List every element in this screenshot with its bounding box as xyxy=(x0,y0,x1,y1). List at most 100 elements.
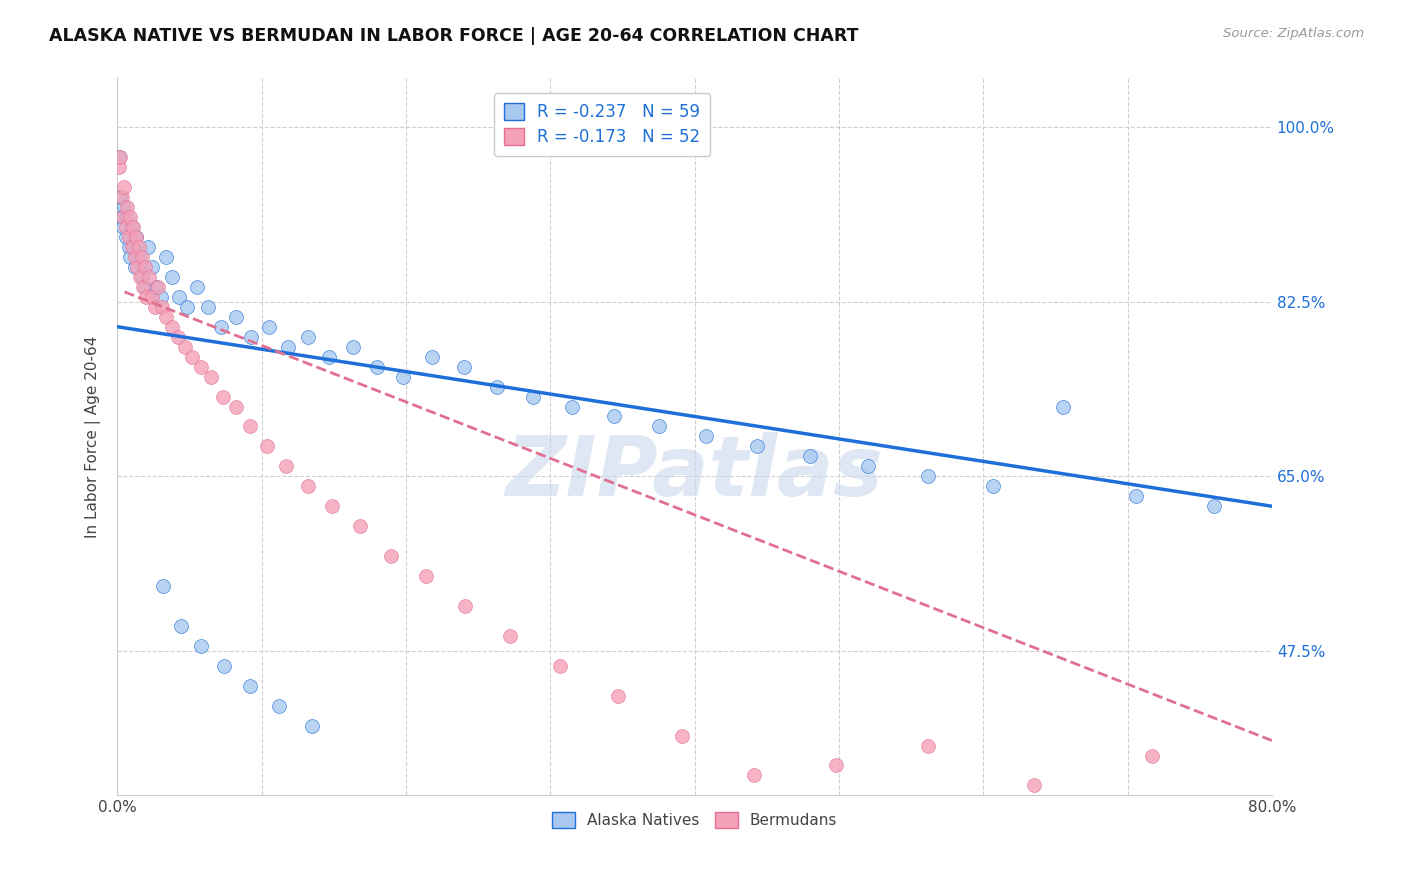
Point xyxy=(118,230,141,244)
Point xyxy=(745,439,768,453)
Point xyxy=(160,269,183,284)
Point xyxy=(118,240,141,254)
Point xyxy=(454,599,477,613)
Point xyxy=(550,658,572,673)
Point xyxy=(150,300,173,314)
Point xyxy=(499,629,522,643)
Text: ZIPatlas: ZIPatlas xyxy=(506,432,883,513)
Point xyxy=(1125,489,1147,503)
Point xyxy=(225,400,247,414)
Point xyxy=(301,718,323,732)
Point xyxy=(607,689,630,703)
Point xyxy=(742,768,765,782)
Point xyxy=(160,319,183,334)
Point xyxy=(138,269,160,284)
Point xyxy=(211,390,233,404)
Point xyxy=(212,658,235,673)
Point xyxy=(108,190,131,204)
Point xyxy=(129,269,152,284)
Point xyxy=(122,219,145,234)
Point xyxy=(239,679,262,693)
Point xyxy=(115,230,138,244)
Point xyxy=(152,579,174,593)
Point xyxy=(120,210,142,224)
Point xyxy=(415,569,437,583)
Point xyxy=(114,200,136,214)
Point xyxy=(671,729,693,743)
Point xyxy=(176,300,198,314)
Point xyxy=(145,280,167,294)
Point xyxy=(267,698,290,713)
Point xyxy=(117,200,139,214)
Point xyxy=(297,479,319,493)
Point xyxy=(112,210,135,224)
Point xyxy=(143,300,166,314)
Point xyxy=(647,419,669,434)
Point xyxy=(453,359,475,374)
Text: ALASKA NATIVE VS BERMUDAN IN LABOR FORCE | AGE 20-64 CORRELATION CHART: ALASKA NATIVE VS BERMUDAN IN LABOR FORCE… xyxy=(49,27,859,45)
Point xyxy=(141,260,163,274)
Point xyxy=(134,280,156,294)
Point xyxy=(1140,748,1163,763)
Point xyxy=(200,369,222,384)
Point xyxy=(257,319,280,334)
Point xyxy=(297,329,319,343)
Point xyxy=(124,250,146,264)
Text: Source: ZipAtlas.com: Source: ZipAtlas.com xyxy=(1223,27,1364,40)
Point xyxy=(121,219,143,234)
Point xyxy=(174,340,197,354)
Point xyxy=(117,210,139,224)
Point xyxy=(110,190,132,204)
Point xyxy=(1022,779,1045,793)
Point xyxy=(799,450,821,464)
Point xyxy=(392,369,415,384)
Point xyxy=(983,479,1005,493)
Point xyxy=(167,329,190,343)
Point xyxy=(321,500,343,514)
Point xyxy=(209,319,232,334)
Point xyxy=(181,350,204,364)
Point xyxy=(128,250,150,264)
Point xyxy=(149,290,172,304)
Point xyxy=(420,350,443,364)
Point xyxy=(108,150,131,164)
Point xyxy=(917,469,939,483)
Point xyxy=(240,329,263,343)
Point xyxy=(825,758,848,772)
Point xyxy=(695,429,717,443)
Point xyxy=(342,340,364,354)
Point xyxy=(318,350,340,364)
Point xyxy=(115,219,138,234)
Point xyxy=(256,439,278,453)
Y-axis label: In Labor Force | Age 20-64: In Labor Force | Age 20-64 xyxy=(86,335,101,538)
Point xyxy=(121,240,143,254)
Point xyxy=(197,300,219,314)
Point xyxy=(856,459,879,474)
Point xyxy=(366,359,388,374)
Point xyxy=(146,280,169,294)
Point xyxy=(155,310,177,324)
Point xyxy=(125,230,148,244)
Point xyxy=(190,639,212,653)
Point xyxy=(190,359,212,374)
Point xyxy=(225,310,247,324)
Point xyxy=(485,379,508,393)
Point xyxy=(186,280,208,294)
Point xyxy=(124,260,146,274)
Point xyxy=(131,269,153,284)
Point xyxy=(522,390,544,404)
Point xyxy=(110,210,132,224)
Point xyxy=(114,180,136,194)
Point xyxy=(155,250,177,264)
Point xyxy=(131,250,153,264)
Point xyxy=(239,419,262,434)
Point xyxy=(141,290,163,304)
Point xyxy=(107,160,129,174)
Point xyxy=(1052,400,1074,414)
Point xyxy=(170,619,193,633)
Point xyxy=(169,290,191,304)
Point xyxy=(107,150,129,164)
Point xyxy=(122,240,145,254)
Point xyxy=(128,240,150,254)
Point xyxy=(112,219,135,234)
